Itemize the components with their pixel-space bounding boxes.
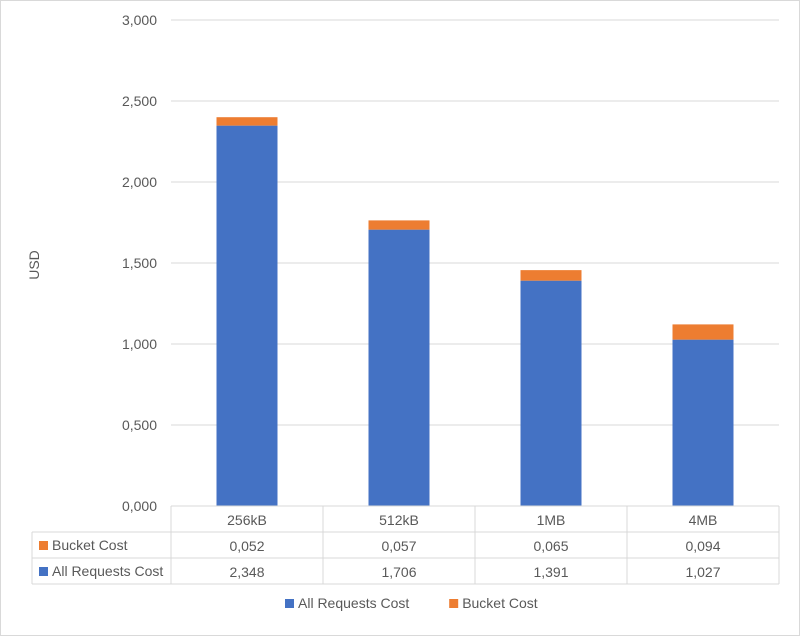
x-tick-label: 256kB xyxy=(227,512,267,528)
legend-label: All Requests Cost xyxy=(298,595,409,611)
y-axis-label: USD xyxy=(26,250,42,280)
y-tick-label: 0,500 xyxy=(122,417,157,433)
x-tick-label: 512kB xyxy=(379,512,419,528)
y-tick-label: 2,500 xyxy=(122,93,157,109)
table-series-name: All Requests Cost xyxy=(52,563,163,579)
y-tick-label: 2,000 xyxy=(122,174,157,190)
y-tick-label: 1,000 xyxy=(122,336,157,352)
x-tick-label: 4MB xyxy=(689,512,718,528)
bar-bucket-cost xyxy=(672,324,734,340)
bar-all-requests-cost xyxy=(216,125,278,507)
table-value: 0,052 xyxy=(229,538,264,554)
bar-bucket-cost xyxy=(520,270,582,281)
legend-swatch xyxy=(449,599,459,608)
bar-all-requests-cost xyxy=(672,339,734,506)
table-series-name: Bucket Cost xyxy=(52,537,128,553)
y-axis-ticks: 0,000 0,500 1,000 1,500 2,000 2,500 3,000 xyxy=(122,12,157,514)
bar-bucket-cost xyxy=(368,220,430,230)
y-tick-label: 0,000 xyxy=(122,498,157,514)
x-tick-label: 1MB xyxy=(537,512,566,528)
table-value: 1,027 xyxy=(685,564,720,580)
table-legend-key xyxy=(39,541,48,550)
bar-bucket-cost xyxy=(216,117,278,126)
data-table: 256kB 512kB 1MB 4MB Bucket Cost 0,052 0,057 0,0… xyxy=(31,505,780,585)
bar-all-requests-cost xyxy=(520,280,582,506)
table-value: 1,391 xyxy=(533,564,568,580)
bar-all-requests-cost xyxy=(368,229,430,507)
table-value: 0,094 xyxy=(685,538,720,554)
legend: All Requests Cost Bucket Cost xyxy=(285,595,538,611)
table-legend-key xyxy=(39,567,48,576)
table-value: 1,706 xyxy=(381,564,416,580)
bars xyxy=(216,117,734,507)
y-tick-label: 1,500 xyxy=(122,255,157,271)
legend-label: Bucket Cost xyxy=(462,595,538,611)
table-value: 2,348 xyxy=(229,564,264,580)
y-tick-label: 3,000 xyxy=(122,12,157,28)
legend-swatch xyxy=(285,599,294,608)
table-value: 0,057 xyxy=(381,538,416,554)
table-value: 0,065 xyxy=(533,538,568,554)
